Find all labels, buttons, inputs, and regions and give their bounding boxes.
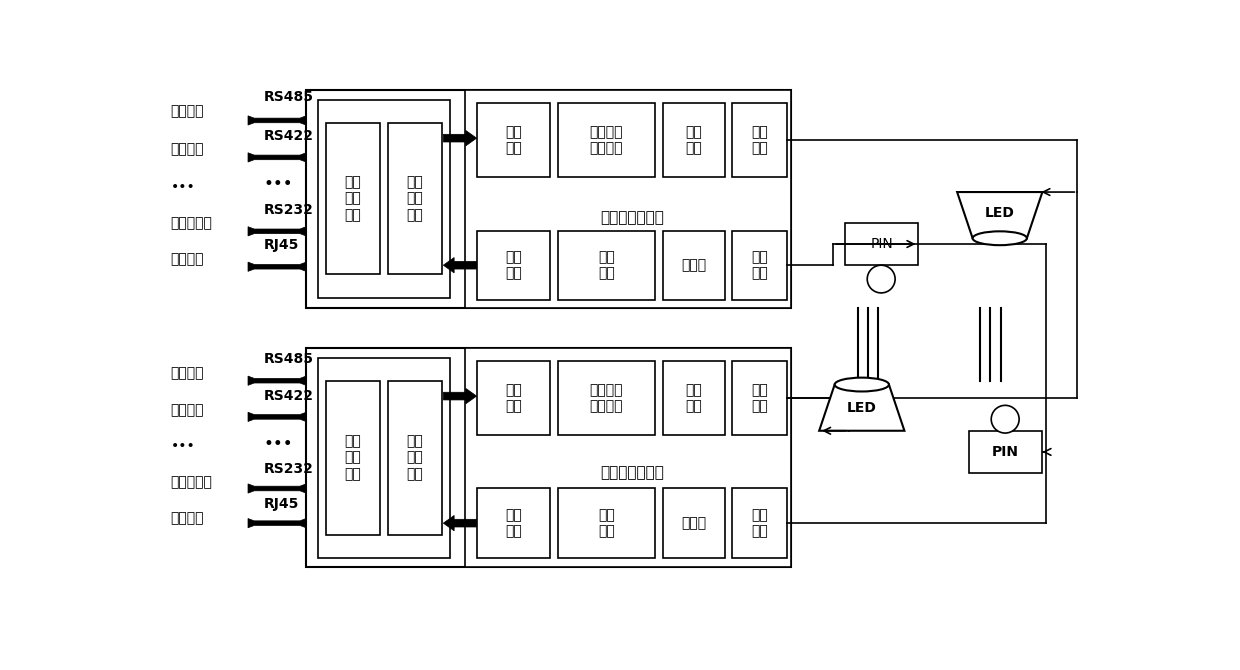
Polygon shape <box>444 131 476 146</box>
Polygon shape <box>248 116 306 125</box>
Text: 模拟均衡
光源适配: 模拟均衡 光源适配 <box>590 125 624 155</box>
Text: 传感器数据: 传感器数据 <box>171 216 212 230</box>
Text: RS232: RS232 <box>263 203 314 217</box>
Bar <box>558 488 655 558</box>
Text: PIN: PIN <box>870 237 893 251</box>
Text: 后均衡: 后均衡 <box>681 258 707 272</box>
Text: 编码
调制: 编码 调制 <box>505 125 522 155</box>
Bar <box>558 103 655 177</box>
Bar <box>325 381 379 535</box>
Text: 视频数据: 视频数据 <box>171 511 205 525</box>
Text: 数据
综合
分发: 数据 综合 分发 <box>407 176 423 222</box>
Text: •••: ••• <box>171 439 195 453</box>
Bar <box>968 431 1043 473</box>
Bar <box>465 348 791 567</box>
Text: 后均衡: 后均衡 <box>681 516 707 530</box>
Bar <box>325 123 379 275</box>
Polygon shape <box>248 153 306 162</box>
Text: 数字
接口
转换: 数字 接口 转换 <box>345 435 361 481</box>
Ellipse shape <box>972 231 1027 245</box>
Text: 功率
放大: 功率 放大 <box>686 125 702 155</box>
Text: 时钟
提取: 时钟 提取 <box>598 250 615 280</box>
Bar <box>733 103 786 177</box>
Text: 传感器数据: 传感器数据 <box>171 475 212 489</box>
Text: •••: ••• <box>171 180 195 194</box>
Text: 视频数据: 视频数据 <box>171 252 205 266</box>
Text: RJ45: RJ45 <box>263 238 299 252</box>
Bar <box>306 90 791 308</box>
Text: 解调
译码: 解调 译码 <box>505 508 522 538</box>
Polygon shape <box>248 226 306 236</box>
Text: •••: ••• <box>263 435 293 453</box>
Bar <box>662 103 724 177</box>
Text: PIN: PIN <box>992 445 1019 459</box>
Text: 音频数据: 音频数据 <box>171 105 205 118</box>
Bar <box>317 358 449 558</box>
Bar <box>558 230 655 300</box>
Text: 可见光传输模块: 可见光传输模块 <box>600 466 665 480</box>
Bar <box>733 361 786 435</box>
Circle shape <box>867 265 895 293</box>
Text: •••: ••• <box>263 176 293 194</box>
Bar <box>733 230 786 300</box>
Polygon shape <box>248 519 306 528</box>
Polygon shape <box>820 385 904 431</box>
Bar <box>662 230 724 300</box>
Circle shape <box>991 405 1019 433</box>
Bar <box>476 488 551 558</box>
Text: RS232: RS232 <box>263 462 314 476</box>
Polygon shape <box>444 389 476 404</box>
Bar <box>662 361 724 435</box>
Bar <box>387 381 441 535</box>
Text: 数据
综合
分发: 数据 综合 分发 <box>407 435 423 481</box>
Polygon shape <box>248 484 306 493</box>
Text: 数字
接口
转换: 数字 接口 转换 <box>345 176 361 222</box>
Polygon shape <box>248 262 306 271</box>
Bar <box>387 123 441 275</box>
Ellipse shape <box>835 378 889 391</box>
Text: RS485: RS485 <box>263 352 314 366</box>
Text: 时钟
提取: 时钟 提取 <box>598 508 615 538</box>
Text: 偏置
驱动: 偏置 驱动 <box>751 125 768 155</box>
Text: RS422: RS422 <box>263 129 314 143</box>
Text: 可见光传输模块: 可见光传输模块 <box>600 210 665 225</box>
Text: 音频数据: 音频数据 <box>171 366 205 380</box>
Text: 偏置
驱动: 偏置 驱动 <box>751 383 768 413</box>
Text: 差分
放大: 差分 放大 <box>751 508 768 538</box>
Bar <box>306 348 791 567</box>
Polygon shape <box>248 412 306 421</box>
Bar <box>662 488 724 558</box>
Bar <box>476 103 551 177</box>
Text: RS485: RS485 <box>263 90 314 105</box>
Text: LED: LED <box>847 401 877 415</box>
Polygon shape <box>444 257 476 273</box>
Polygon shape <box>957 192 1043 239</box>
Text: LED: LED <box>985 206 1014 220</box>
Text: 测量数据: 测量数据 <box>171 403 205 417</box>
Text: 差分
放大: 差分 放大 <box>751 250 768 280</box>
Text: 测量数据: 测量数据 <box>171 143 205 157</box>
Bar <box>476 361 551 435</box>
Text: RJ45: RJ45 <box>263 497 299 511</box>
Bar <box>317 100 449 297</box>
Text: 功率
放大: 功率 放大 <box>686 383 702 413</box>
Bar <box>844 223 919 265</box>
Text: RS422: RS422 <box>263 389 314 403</box>
Bar <box>733 488 786 558</box>
Polygon shape <box>444 515 476 531</box>
Text: 模拟均衡
光源适配: 模拟均衡 光源适配 <box>590 383 624 413</box>
Bar <box>465 90 791 308</box>
Bar <box>558 361 655 435</box>
Text: 编码
调制: 编码 调制 <box>505 383 522 413</box>
Text: 解调
译码: 解调 译码 <box>505 250 522 280</box>
Bar <box>476 230 551 300</box>
Polygon shape <box>248 376 306 385</box>
